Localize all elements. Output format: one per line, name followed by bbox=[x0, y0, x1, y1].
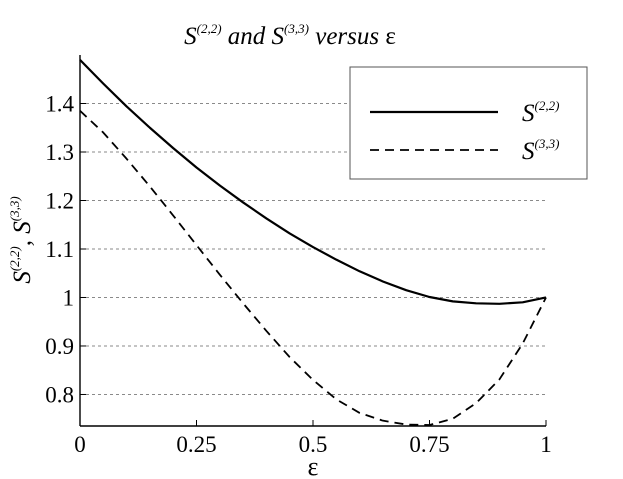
ylabel-sep: , S bbox=[9, 221, 36, 247]
title-s22-sup: (2,2) bbox=[197, 21, 222, 36]
title-s33-sup: (3,3) bbox=[284, 21, 309, 36]
y-axis-label: S(2,2), S(3,3) bbox=[7, 196, 36, 283]
axes bbox=[79, 55, 547, 427]
title-and: and S bbox=[222, 23, 285, 50]
x-tick-label-2: 0.5 bbox=[299, 432, 328, 457]
y-tick-label-4: 1.2 bbox=[45, 188, 74, 213]
y-tick-label-6: 1.4 bbox=[45, 91, 74, 116]
chart-title: S(2,2) and S(3,3) versus ε bbox=[184, 21, 396, 50]
y-tick-label-2: 1 bbox=[63, 285, 75, 310]
legend: S(2,2) S(3,3) bbox=[349, 66, 588, 180]
y-tick-label-1: 0.9 bbox=[45, 334, 74, 359]
legend-label-s33: S(3,3) bbox=[522, 136, 559, 165]
legend-s33-name: S bbox=[522, 138, 535, 165]
x-tick-labels: 0 0.25 0.5 0.75 1 bbox=[74, 432, 552, 457]
x-tick-label-1: 0.25 bbox=[176, 432, 216, 457]
y-tick-labels: 0.8 0.9 1 1.1 1.2 1.3 1.4 bbox=[45, 91, 74, 407]
grid-lines bbox=[80, 102, 546, 395]
legend-s22-sup: (2,2) bbox=[535, 98, 560, 113]
ylabel-s22: S bbox=[9, 271, 36, 284]
y-tick-label-0: 0.8 bbox=[45, 382, 74, 407]
title-s22: S bbox=[184, 23, 197, 50]
legend-s22-name: S bbox=[522, 100, 535, 127]
x-tick-label-4: 1 bbox=[540, 432, 552, 457]
title-epsilon: ε bbox=[385, 23, 396, 50]
legend-s33-sup: (3,3) bbox=[535, 136, 560, 151]
legend-box bbox=[349, 66, 588, 180]
series-line-s33 bbox=[79, 110, 547, 426]
y-tick-label-5: 1.3 bbox=[45, 140, 74, 165]
title-versus: versus bbox=[309, 23, 385, 50]
ylabel-s33-sup: (3,3) bbox=[7, 196, 22, 221]
y-tick-label-3: 1.1 bbox=[45, 237, 74, 262]
x-axis-label: ε bbox=[308, 452, 319, 479]
x-tick-label-0: 0 bbox=[74, 432, 86, 457]
legend-label-s22: S(2,2) bbox=[522, 98, 559, 127]
ylabel-s22-sup: (2,2) bbox=[7, 246, 22, 271]
series-layer bbox=[79, 59, 547, 426]
x-tick-label-3: 0.75 bbox=[409, 432, 449, 457]
series-line-s22 bbox=[79, 59, 547, 305]
